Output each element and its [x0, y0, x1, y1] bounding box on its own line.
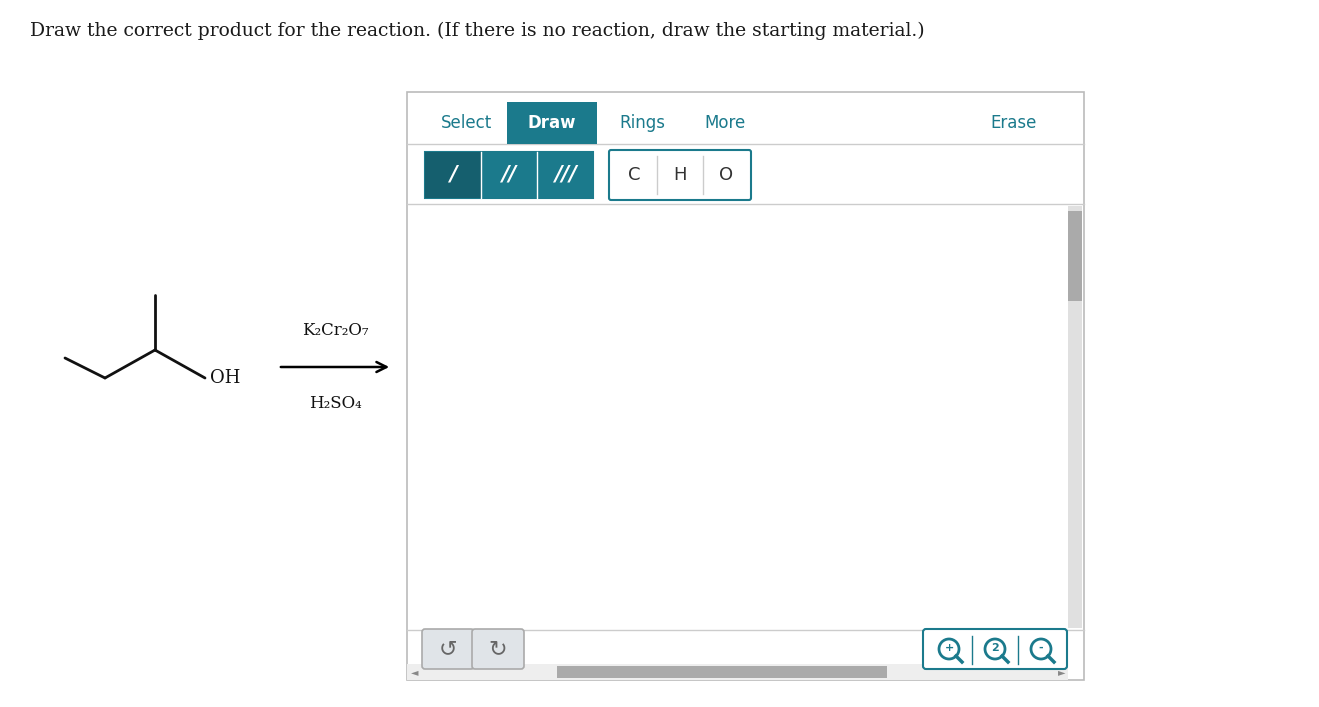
FancyBboxPatch shape	[408, 92, 1084, 680]
FancyBboxPatch shape	[422, 629, 474, 669]
Text: More: More	[704, 114, 745, 132]
Text: 2: 2	[991, 643, 998, 653]
Text: ///: ///	[554, 165, 576, 185]
Text: Select: Select	[442, 114, 492, 132]
FancyBboxPatch shape	[425, 152, 481, 198]
Text: O: O	[719, 166, 733, 184]
Text: ↺: ↺	[439, 639, 458, 659]
FancyBboxPatch shape	[472, 629, 524, 669]
FancyBboxPatch shape	[923, 629, 1067, 669]
FancyBboxPatch shape	[609, 150, 751, 200]
Text: H₂SO₄: H₂SO₄	[309, 395, 361, 412]
Text: +: +	[944, 643, 954, 653]
FancyBboxPatch shape	[408, 664, 1068, 680]
FancyBboxPatch shape	[1068, 211, 1082, 301]
FancyBboxPatch shape	[506, 102, 598, 144]
Text: -: -	[1038, 643, 1043, 653]
FancyBboxPatch shape	[425, 152, 594, 198]
Text: //: //	[501, 165, 517, 185]
Text: /: /	[450, 165, 456, 185]
Text: ◄: ◄	[412, 667, 418, 677]
Text: Draw the correct product for the reaction. (If there is no reaction, draw the st: Draw the correct product for the reactio…	[30, 22, 925, 40]
Text: OH: OH	[210, 369, 240, 387]
Text: Erase: Erase	[991, 114, 1037, 132]
Text: K₂Cr₂O₇: K₂Cr₂O₇	[302, 322, 368, 339]
Text: Rings: Rings	[619, 114, 665, 132]
Text: Draw: Draw	[528, 114, 576, 132]
FancyBboxPatch shape	[1068, 206, 1082, 628]
Text: ↻: ↻	[488, 639, 508, 659]
Text: ►: ►	[1058, 667, 1066, 677]
Text: C: C	[628, 166, 640, 184]
Text: H: H	[673, 166, 687, 184]
FancyBboxPatch shape	[557, 666, 886, 678]
